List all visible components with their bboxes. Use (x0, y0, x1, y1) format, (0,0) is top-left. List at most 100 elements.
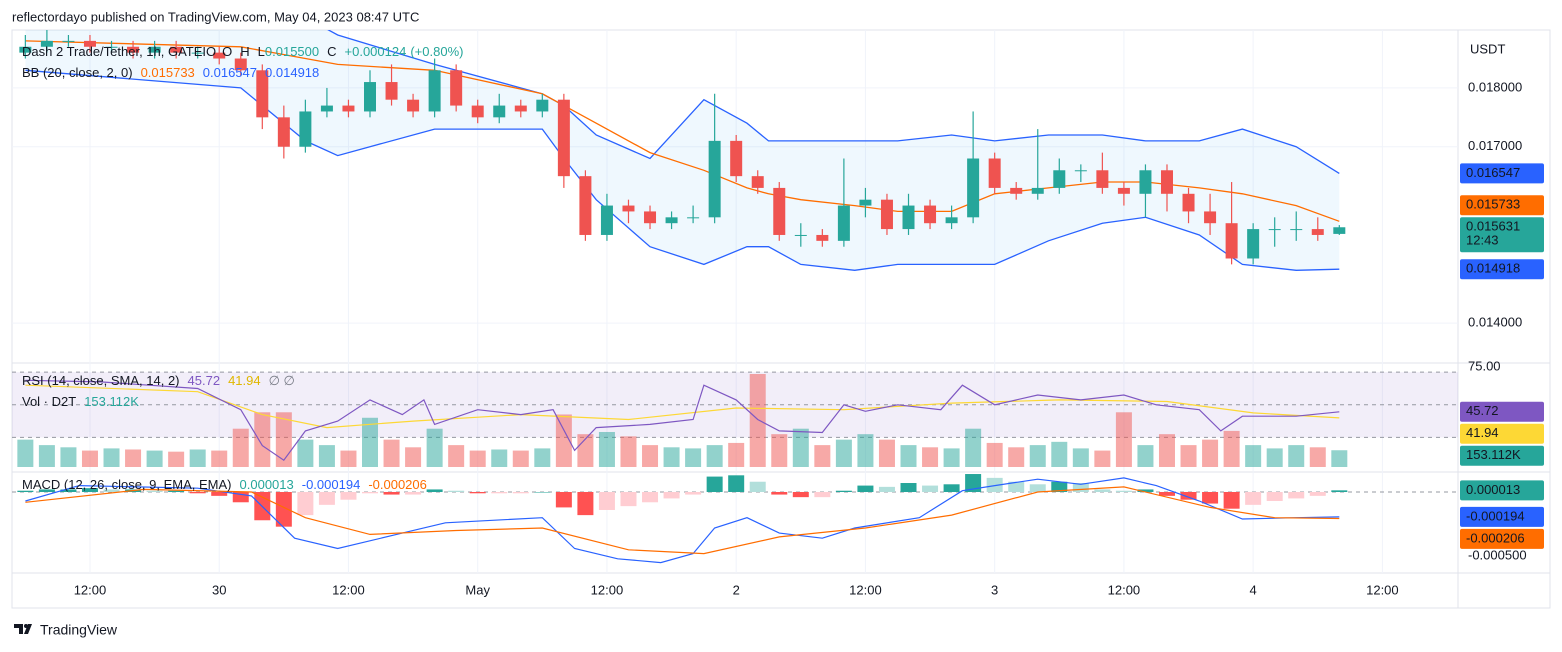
candle-body (1290, 229, 1303, 231)
candle-body (1031, 187, 1044, 194)
histogram-bar (814, 492, 831, 498)
candle-body (751, 176, 764, 188)
histogram-bar (749, 481, 766, 493)
candle-body (299, 111, 312, 147)
volume-bar (426, 428, 443, 467)
histogram-bar (1245, 492, 1262, 505)
volume-bar (469, 450, 486, 467)
histogram-bar (81, 488, 98, 493)
candle-body (170, 46, 183, 53)
candle-body (837, 205, 850, 241)
volume-bar (1137, 445, 1154, 467)
volume-bar (297, 439, 314, 467)
candle-body (773, 187, 786, 235)
volume-bar (232, 428, 249, 467)
volume-bar (1245, 445, 1262, 467)
volume-bar (900, 445, 917, 467)
x-tick-label: 2 (733, 582, 740, 597)
legend-row: MACD (12, 26, close, 9, EMA, EMA) 0.00001… (22, 477, 427, 492)
candle-body (1311, 229, 1324, 235)
x-tick-label: May (465, 582, 490, 597)
price-pane (12, 30, 1458, 324)
candle-body (708, 140, 721, 218)
histogram-bar (1223, 492, 1240, 509)
histogram-bar (60, 489, 77, 493)
ohlc-key: L (258, 44, 265, 59)
histogram-bar (555, 492, 572, 508)
candle-body (924, 205, 937, 224)
volume-bar (922, 447, 939, 467)
histogram-bar (448, 490, 465, 493)
ohlc-key: O (222, 44, 232, 59)
histogram-bar (512, 492, 529, 494)
candle-body (1160, 170, 1173, 194)
volume-bar (1051, 441, 1068, 467)
histogram-bar (361, 492, 378, 494)
volume-bar (318, 445, 335, 467)
candle-body (967, 158, 980, 218)
candle-body (514, 105, 527, 112)
price-badge (1460, 506, 1544, 527)
candle-body (19, 46, 32, 53)
volume-bar (598, 431, 615, 467)
candle-body (191, 52, 204, 54)
bb-fill (25, 30, 1340, 271)
legend-row: RSI (14, close, SMA, 14, 2) 45.72 41.94 ∅ ∅ (22, 373, 295, 388)
y-tick-label: 0.017000 (1468, 138, 1522, 153)
volume-bar (771, 434, 788, 467)
histogram-bar (491, 492, 508, 494)
volume-bar (211, 450, 228, 467)
candle-body (342, 105, 355, 112)
price-badge-label: -0.000206 (1466, 530, 1525, 545)
histogram-bar (1072, 483, 1089, 493)
price-badge-label: 45.72 (1466, 403, 1499, 418)
candle-body (1117, 187, 1130, 194)
bb-basis-value: 0.015733 (141, 65, 195, 80)
macd-pane (12, 474, 1458, 564)
price-badge-label: 0.016547 (1466, 165, 1520, 180)
price-badge-label: 153.112K (1466, 447, 1521, 462)
candle-body (1182, 193, 1195, 212)
volume-bar (168, 451, 185, 467)
volume-bar (1180, 445, 1197, 467)
candle-body (579, 176, 592, 235)
candle-body (1268, 229, 1281, 231)
x-tick-label: 4 (1250, 582, 1257, 597)
candle-body (536, 99, 549, 112)
candle-body (880, 199, 893, 230)
candle-body (363, 82, 376, 112)
histogram-bar (189, 492, 206, 494)
volume-bar (878, 439, 895, 467)
volume-bar (1158, 434, 1175, 467)
price-badge (1460, 217, 1544, 253)
volume-bar (749, 374, 766, 467)
volume-bar (1288, 445, 1305, 467)
candle-body (385, 82, 398, 100)
histogram-bar (685, 492, 702, 495)
macd-line (25, 477, 1340, 564)
x-tick-label: 12:00 (74, 582, 107, 597)
histogram-bar (1008, 481, 1025, 493)
histogram-bar (1288, 492, 1305, 499)
volume-bar (986, 442, 1003, 467)
histogram-bar (1029, 484, 1046, 493)
legend-row: BB (20, close, 2, 0) 0.015733 0.016547 0.01… (22, 65, 319, 80)
symbol-title: Dash 2 Trade/Tether, 1h, GATEIO (22, 44, 216, 59)
histogram-bar (534, 492, 551, 493)
histogram-bar (1115, 490, 1132, 493)
price-badge (1460, 259, 1544, 280)
histogram-bar (965, 474, 982, 493)
rsi-line (25, 379, 1340, 462)
signal-value: -0.000206 (368, 477, 427, 492)
histogram-bar (275, 492, 292, 527)
histogram-bar (663, 492, 680, 499)
price-badge-label: 41.94 (1466, 425, 1499, 440)
histogram-bar (706, 476, 723, 493)
volume-bar (383, 439, 400, 467)
histogram-bar (1094, 489, 1111, 493)
candle-body (234, 58, 247, 71)
volume-bar (17, 439, 34, 467)
signal-line (25, 486, 1340, 555)
volume-bar (943, 448, 960, 467)
histogram-bar (426, 489, 443, 493)
